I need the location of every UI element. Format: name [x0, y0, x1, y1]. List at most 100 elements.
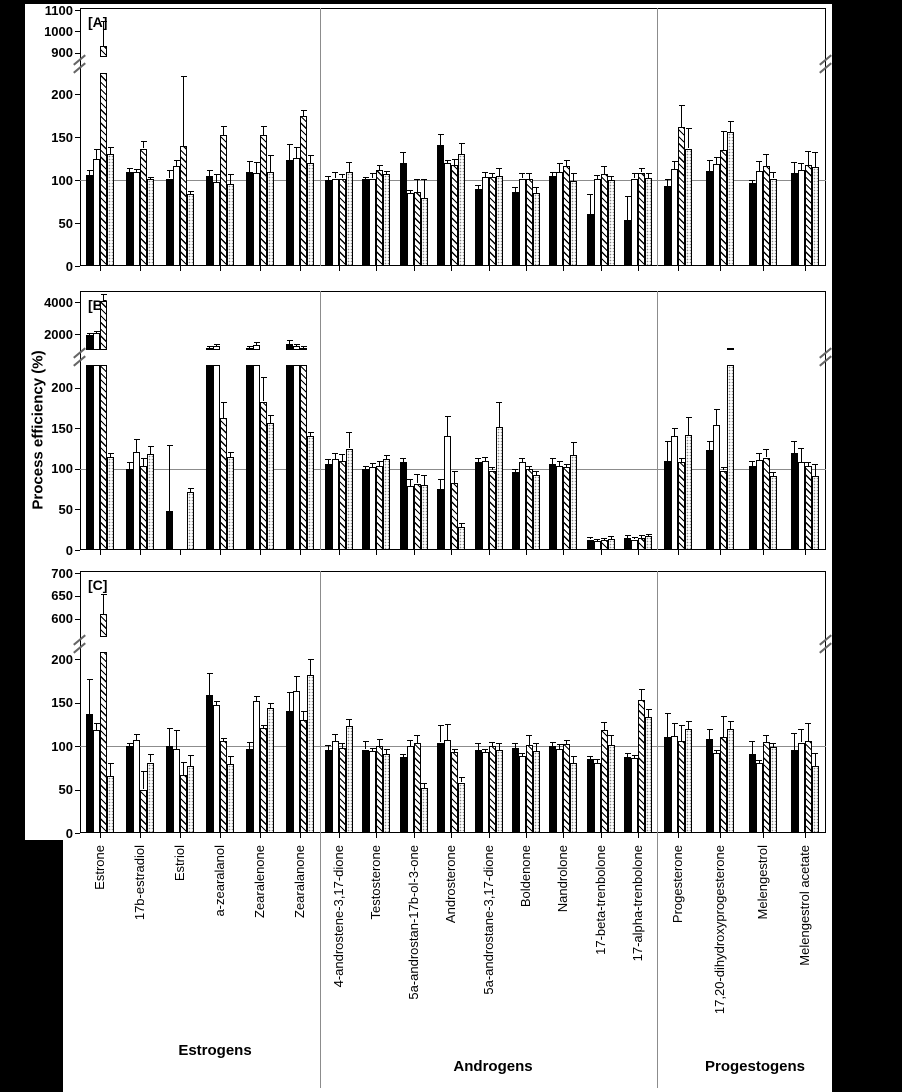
- bar-open-white-offscale-top: [253, 345, 260, 350]
- error-bar: [461, 143, 463, 154]
- error-bar-cap: [624, 195, 631, 197]
- error-bar: [723, 130, 725, 151]
- error-bar-cap: [512, 187, 519, 189]
- bar-stippled-dots: [685, 434, 693, 550]
- error-bar: [447, 416, 449, 437]
- error-bar-cap: [720, 130, 727, 132]
- error-bar: [256, 342, 257, 346]
- error-bar-cap: [93, 330, 100, 332]
- error-bar: [454, 748, 456, 753]
- x-category-label: 17-beta-trenbolone: [592, 845, 608, 955]
- error-bar: [365, 176, 367, 180]
- error-bar: [552, 741, 554, 746]
- x-tick: [563, 266, 565, 271]
- x-category-label: Melengestrol acetate: [796, 845, 812, 966]
- y-tick-label: 50: [58, 501, 73, 517]
- error-bar: [289, 144, 290, 160]
- bar-diagonal-hatched: [260, 401, 267, 550]
- error-bar: [96, 330, 97, 334]
- error-bar-cap: [339, 743, 346, 745]
- bar-diagonal-hatched: [720, 737, 728, 833]
- error-bar: [136, 438, 137, 452]
- error-bar-cap: [86, 169, 93, 171]
- x-tick: [678, 833, 680, 838]
- bar-open-white: [671, 736, 679, 833]
- error-bar: [807, 462, 809, 467]
- error-bar: [709, 159, 711, 171]
- error-bar-cap: [451, 158, 458, 160]
- error-bar: [263, 126, 264, 135]
- bar-solid-black: [586, 759, 594, 833]
- bar-stippled-dots: [187, 492, 194, 550]
- bar-stippled-dots: [107, 153, 114, 266]
- bar-open-white: [253, 173, 260, 266]
- bar-stippled-dots: [495, 750, 503, 833]
- error-bar-cap: [749, 740, 756, 742]
- error-bar: [176, 730, 177, 749]
- bar-open-white: [797, 169, 805, 266]
- bar-stippled-dots: [727, 132, 735, 266]
- bar-open-white: [173, 165, 180, 266]
- error-bar-cap: [756, 160, 763, 162]
- bar-diagonal-hatched: [600, 174, 608, 266]
- x-category-label: 5a-androstan-17b-ol-3-one: [405, 845, 421, 1000]
- error-bar: [552, 171, 554, 176]
- error-bar-cap: [496, 743, 502, 745]
- error-bar: [514, 187, 516, 193]
- bar-diagonal-hatched: [762, 457, 770, 550]
- error-bar-cap: [286, 144, 293, 146]
- error-bar-cap: [93, 148, 100, 150]
- error-bar-cap: [173, 730, 180, 732]
- error-bar: [688, 720, 690, 730]
- error-bar: [230, 755, 231, 765]
- error-bar-cap: [770, 742, 777, 744]
- bar-stippled-dots: [147, 454, 154, 550]
- x-category-label: 5a-androstane-3,17-dione: [480, 845, 496, 995]
- error-bar-cap: [556, 163, 563, 165]
- bar-diagonal-hatched: [451, 482, 459, 550]
- error-bar: [514, 468, 516, 473]
- error-bar-cap: [133, 438, 140, 440]
- error-bar-cap: [227, 174, 234, 176]
- x-tick: [413, 266, 415, 271]
- bar-open-white: [556, 465, 564, 550]
- bar-stippled-dots: [420, 485, 428, 550]
- error-bar-cap: [482, 456, 488, 458]
- error-bar: [303, 109, 304, 116]
- bar-diagonal-hatched-offscale-top: [100, 614, 107, 637]
- bar-stippled-dots: [811, 766, 819, 833]
- error-bar-cap: [638, 535, 645, 537]
- bar-open-white-offscale-top: [213, 346, 220, 350]
- error-bar-cap: [519, 173, 526, 175]
- bar-solid-black: [399, 163, 407, 266]
- error-bar-cap: [100, 593, 107, 595]
- error-bar: [310, 659, 311, 675]
- x-tick: [488, 833, 490, 838]
- error-bar-cap: [645, 533, 652, 535]
- bar-open-white: [444, 739, 452, 833]
- error-bar: [716, 749, 718, 753]
- x-tick: [451, 550, 453, 555]
- bar-diagonal-hatched: [220, 740, 227, 833]
- y-tick-label: 200: [51, 86, 73, 102]
- error-bar: [793, 162, 795, 174]
- bar-stippled-dots: [267, 423, 274, 550]
- x-tick: [140, 550, 141, 555]
- error-bar-cap: [437, 725, 444, 727]
- error-bar-cap: [489, 741, 495, 743]
- bar-solid-black: [624, 757, 632, 833]
- bar-open-white: [556, 748, 564, 833]
- bar-solid-black: [790, 452, 798, 550]
- x-category-label: Androsterone: [443, 845, 459, 924]
- x-tick: [762, 266, 764, 271]
- error-bar: [409, 739, 411, 746]
- bar-open-white: [444, 436, 452, 550]
- error-bar-cap: [260, 725, 267, 727]
- bar-stippled-dots: [227, 764, 234, 833]
- bar-diagonal-hatched: [300, 115, 307, 266]
- error-bar: [190, 191, 191, 194]
- error-bar: [648, 533, 650, 537]
- error-bar: [793, 732, 795, 751]
- section-divider: [657, 571, 658, 833]
- error-bar: [386, 455, 388, 460]
